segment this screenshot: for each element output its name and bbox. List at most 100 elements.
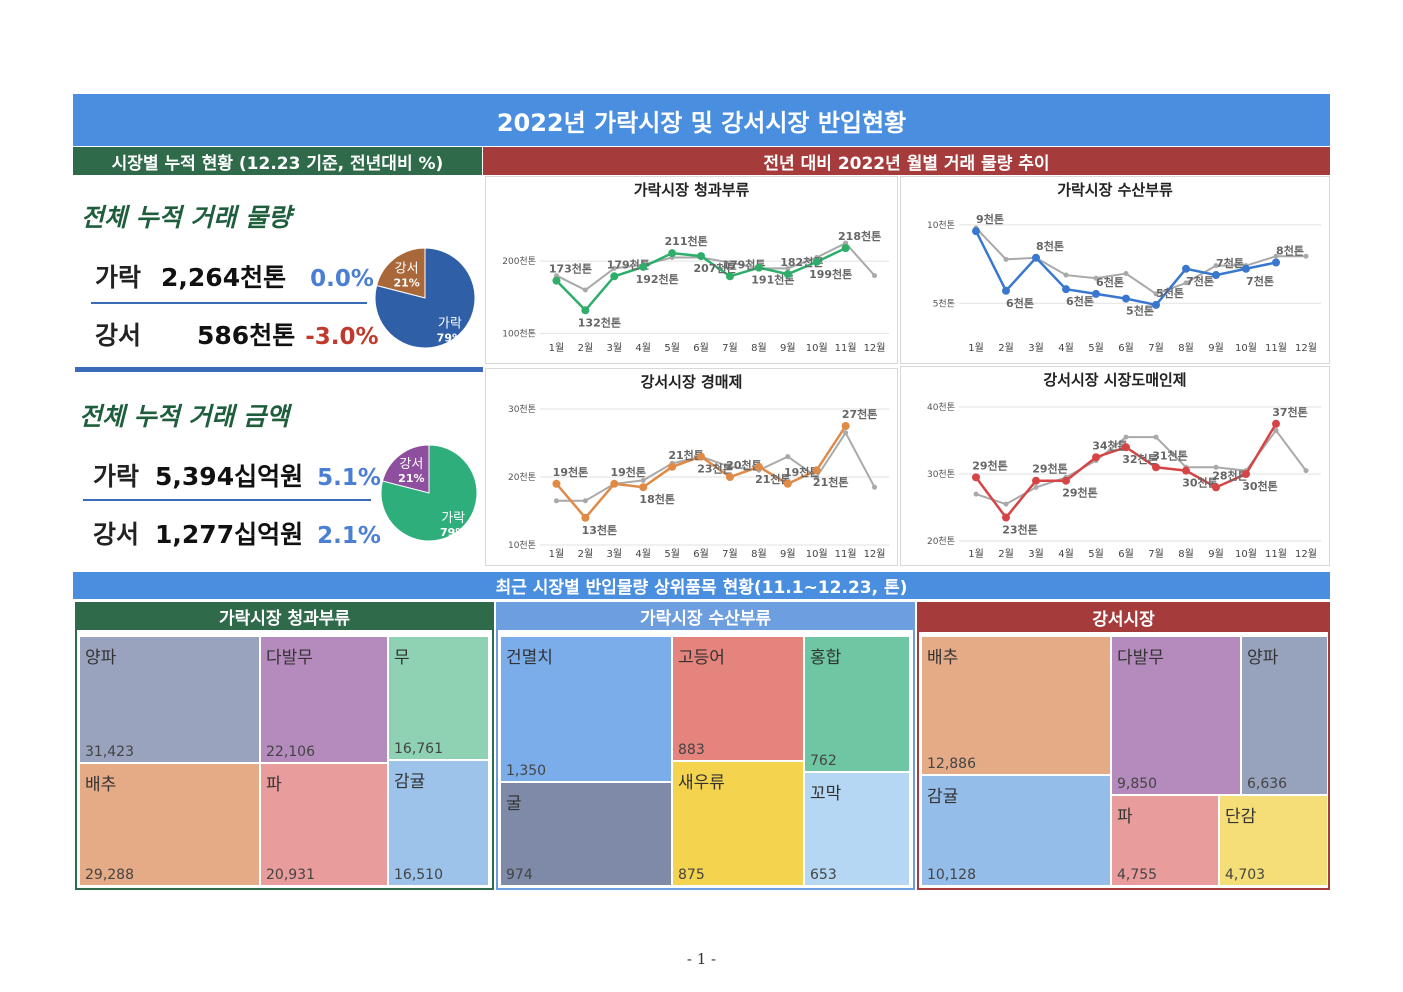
series-line-previous-year bbox=[556, 430, 876, 502]
volume-value: 586천톤 bbox=[197, 321, 296, 350]
data-point bbox=[1092, 453, 1100, 462]
data-point bbox=[1032, 253, 1040, 262]
treemap-title: 강서시장 bbox=[917, 602, 1330, 632]
treemap-cell: 양파 31,423 bbox=[79, 636, 260, 763]
data-label: 211천톤 bbox=[665, 234, 708, 248]
treemap-item-name: 파 bbox=[266, 775, 282, 795]
volume-change-pct: -3.0% bbox=[305, 324, 379, 350]
data-point bbox=[1062, 285, 1070, 294]
data-point bbox=[973, 491, 979, 497]
data-label: 132천톤 bbox=[578, 315, 621, 329]
data-point bbox=[841, 422, 850, 430]
treemap-title: 가락시장 수산부류 bbox=[496, 602, 915, 630]
data-point bbox=[1242, 470, 1250, 478]
data-point bbox=[1122, 443, 1130, 452]
treemap-item-value: 4,703 bbox=[1225, 867, 1266, 883]
amount-value: 1,277십억원 bbox=[155, 520, 304, 549]
data-point bbox=[1152, 300, 1160, 309]
data-point bbox=[972, 473, 980, 482]
data-point bbox=[812, 466, 821, 475]
x-tick-label: 1월 bbox=[549, 548, 565, 560]
x-tick-label: 4월 bbox=[1058, 548, 1074, 560]
pie-slice-pct: 21% bbox=[393, 276, 419, 289]
x-tick-label: 11월 bbox=[1265, 548, 1287, 560]
treemap-item-value: 9,850 bbox=[1117, 776, 1158, 792]
treemap-item-value: 29,288 bbox=[85, 867, 134, 883]
treemap-item-value: 22,106 bbox=[266, 744, 315, 760]
treemap-item-name: 홍합 bbox=[810, 648, 842, 668]
data-label: 6천톤 bbox=[1066, 294, 1094, 308]
pie-slice-pct: 79% bbox=[440, 526, 466, 539]
data-point bbox=[582, 287, 588, 293]
data-point bbox=[553, 498, 559, 504]
series-line-previous-year bbox=[975, 227, 1306, 296]
line-chart-gangseo-auction: 10천톤 20천톤 30천톤 1월 2월 3월 4월 5월 6월 7월 8월 9월 10월 11월 12월 1… bbox=[508, 404, 889, 560]
data-point bbox=[1212, 271, 1220, 280]
treemap-item-value: 10,128 bbox=[927, 867, 976, 883]
pie-slice-label: 강서 bbox=[399, 457, 423, 472]
treemap-item-name: 단감 bbox=[1225, 807, 1257, 827]
y-tick-label: 5천톤 bbox=[933, 298, 955, 309]
data-point bbox=[1153, 434, 1159, 440]
data-point bbox=[611, 265, 617, 271]
treemap-item-name: 꼬막 bbox=[810, 784, 842, 804]
data-point bbox=[639, 262, 648, 271]
treemap-body: 배추 12,886 다발무 9,850 양파 6,636 감귤 10,128 파 4,755 단감 4… bbox=[921, 636, 1328, 886]
x-tick-label: 9월 bbox=[1208, 342, 1224, 354]
treemap-garak-seafood: 가락시장 수산부류 건멸치 1,350 고등어 883 홍합 762 굴 974 새우류 875 꼬… bbox=[496, 602, 915, 890]
data-label: 8천톤 bbox=[1276, 244, 1304, 258]
data-label: 218천톤 bbox=[838, 229, 881, 243]
treemap-item-value: 875 bbox=[678, 867, 705, 883]
treemap-cell: 배추 12,886 bbox=[921, 636, 1111, 775]
chart-garak-seafood: 가락시장 수산부류 5천톤 10천톤 1월 2월 3월 4월 5월 6월 7월 8월 9월 10월 11… bbox=[900, 176, 1330, 364]
data-point bbox=[785, 454, 791, 460]
pie-slice-가락 bbox=[380, 444, 478, 542]
treemap-item-value: 12,886 bbox=[927, 756, 976, 772]
pie-slice-강서 bbox=[375, 247, 426, 299]
data-point bbox=[697, 452, 706, 461]
chart-title: 가락시장 수산부류 bbox=[1057, 181, 1173, 199]
data-label: 199천톤 bbox=[809, 267, 852, 281]
x-tick-label: 2월 bbox=[998, 342, 1014, 354]
x-tick-label: 4월 bbox=[1058, 342, 1074, 354]
x-tick-label: 12월 bbox=[1295, 548, 1317, 560]
data-point bbox=[1273, 253, 1279, 259]
data-label: 21천톤 bbox=[755, 472, 791, 486]
treemap-item-value: 883 bbox=[678, 742, 705, 758]
x-tick-label: 9월 bbox=[780, 548, 796, 560]
data-label: 7천톤 bbox=[1186, 274, 1214, 288]
data-label: 32천톤 bbox=[1122, 452, 1158, 466]
data-label: 5천톤 bbox=[1156, 286, 1184, 300]
data-point bbox=[872, 484, 878, 490]
treemap-cell: 꼬막 653 bbox=[804, 772, 910, 886]
x-tick-label: 11월 bbox=[835, 548, 857, 560]
data-point bbox=[1123, 270, 1129, 276]
x-tick-label: 5월 bbox=[1088, 548, 1104, 560]
treemap-cell: 건멸치 1,350 bbox=[500, 636, 672, 782]
x-tick-label: 7월 bbox=[722, 342, 738, 354]
treemap-item-name: 양파 bbox=[85, 648, 117, 668]
kpi-volume-row-gangseo: 강서 586천톤 -3.0% bbox=[95, 316, 379, 352]
bottom-section-header: 최근 시장별 반입물량 상위품목 현황(11.1~12.23, 톤) bbox=[73, 572, 1330, 599]
market-name: 가락 bbox=[93, 462, 140, 491]
data-label: 191천톤 bbox=[751, 273, 794, 287]
divider bbox=[83, 499, 371, 501]
treemap-cell: 감귤 10,128 bbox=[921, 775, 1111, 886]
treemap-item-name: 파 bbox=[1117, 807, 1133, 827]
x-tick-label: 7월 bbox=[722, 548, 738, 560]
data-label: 13천톤 bbox=[582, 523, 618, 537]
x-tick-label: 3월 bbox=[1028, 548, 1044, 560]
data-point bbox=[610, 479, 619, 488]
treemap-body: 건멸치 1,350 고등어 883 홍합 762 굴 974 새우류 875 꼬막 653 bbox=[500, 636, 911, 886]
x-tick-label: 6월 bbox=[1118, 548, 1134, 560]
y-tick-label: 10천톤 bbox=[508, 540, 536, 551]
data-label: 207천톤 bbox=[693, 261, 736, 275]
data-label: 6천톤 bbox=[1006, 296, 1034, 310]
data-label: 19천톤 bbox=[611, 465, 647, 479]
data-label: 21천톤 bbox=[813, 475, 849, 489]
treemap-cell: 파 4,755 bbox=[1111, 795, 1219, 886]
data-point bbox=[1092, 289, 1100, 298]
data-point bbox=[1062, 476, 1070, 485]
data-point bbox=[1152, 463, 1160, 472]
